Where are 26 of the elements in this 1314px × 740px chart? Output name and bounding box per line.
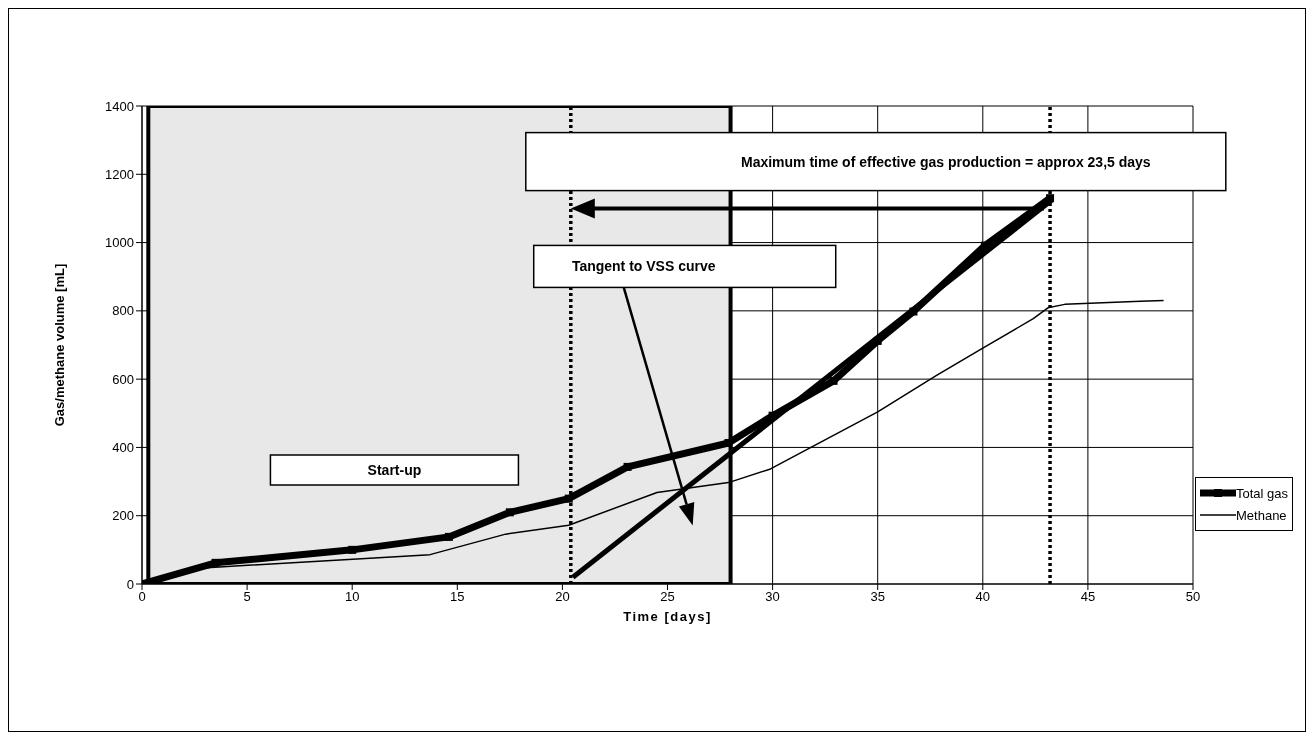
- y-axis-title: Gas/methane volume [mL]: [51, 263, 67, 427]
- x-axis-title: Time [days]: [623, 609, 712, 625]
- x-tick-label: 15: [450, 589, 465, 605]
- y-tick-label: 800: [112, 303, 134, 319]
- annotation: Maximum time of effective gas production = approx 23,5 days: [741, 153, 1151, 170]
- legend-label: Methane: [1236, 507, 1287, 523]
- y-tick-label: 1200: [105, 166, 134, 182]
- x-tick-label: 40: [975, 589, 991, 605]
- x-tick-label: 35: [870, 589, 885, 605]
- x-tick-label: 5: [243, 589, 251, 605]
- band-label: Start-up: [367, 462, 422, 478]
- x-tick-label: 50: [1185, 589, 1201, 605]
- annotation: Tangent to VSS curve: [571, 258, 716, 275]
- legend-label: Total gas: [1236, 485, 1289, 501]
- y-tick-label: 0: [126, 576, 134, 592]
- x-tick-label: 30: [765, 589, 780, 605]
- x-tick-label: 25: [660, 589, 675, 605]
- y-tick-label: 1400: [105, 98, 134, 114]
- y-tick-label: 600: [112, 371, 134, 387]
- y-tick-label: 1000: [105, 235, 134, 251]
- y-tick-label: 400: [112, 440, 134, 456]
- x-tick-label: 10: [344, 589, 360, 605]
- x-tick-label: 0: [138, 589, 146, 605]
- x-tick-label: 45: [1080, 589, 1096, 605]
- x-tick-label: 20: [555, 589, 570, 605]
- y-tick-label: 200: [112, 508, 134, 524]
